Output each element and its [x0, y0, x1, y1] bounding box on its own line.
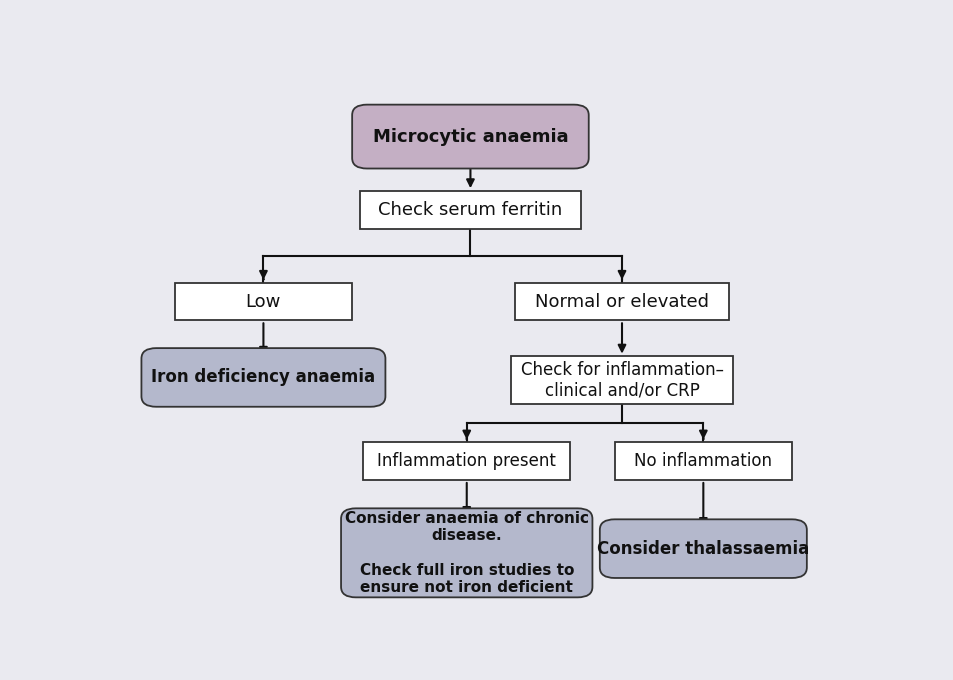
Text: Normal or elevated: Normal or elevated	[535, 292, 708, 311]
Text: Low: Low	[246, 292, 281, 311]
FancyBboxPatch shape	[515, 283, 728, 320]
Text: Check for inflammation–
clinical and/or CRP: Check for inflammation– clinical and/or …	[520, 360, 722, 399]
Text: Inflammation present: Inflammation present	[376, 452, 556, 470]
Text: No inflammation: No inflammation	[634, 452, 772, 470]
FancyBboxPatch shape	[141, 348, 385, 407]
Text: Microcytic anaemia: Microcytic anaemia	[373, 128, 568, 146]
FancyBboxPatch shape	[340, 509, 592, 597]
FancyBboxPatch shape	[352, 105, 588, 169]
FancyBboxPatch shape	[511, 356, 732, 404]
FancyBboxPatch shape	[614, 443, 791, 480]
FancyBboxPatch shape	[363, 443, 570, 480]
Text: Check serum ferritin: Check serum ferritin	[378, 201, 562, 219]
FancyBboxPatch shape	[599, 520, 806, 578]
Text: Iron deficiency anaemia: Iron deficiency anaemia	[152, 369, 375, 386]
FancyBboxPatch shape	[174, 283, 352, 320]
Text: Consider thalassaemia: Consider thalassaemia	[597, 540, 808, 558]
Text: Consider anaemia of chronic
disease.

Check full iron studies to
ensure not iron: Consider anaemia of chronic disease. Che…	[344, 511, 588, 595]
FancyBboxPatch shape	[359, 191, 580, 228]
